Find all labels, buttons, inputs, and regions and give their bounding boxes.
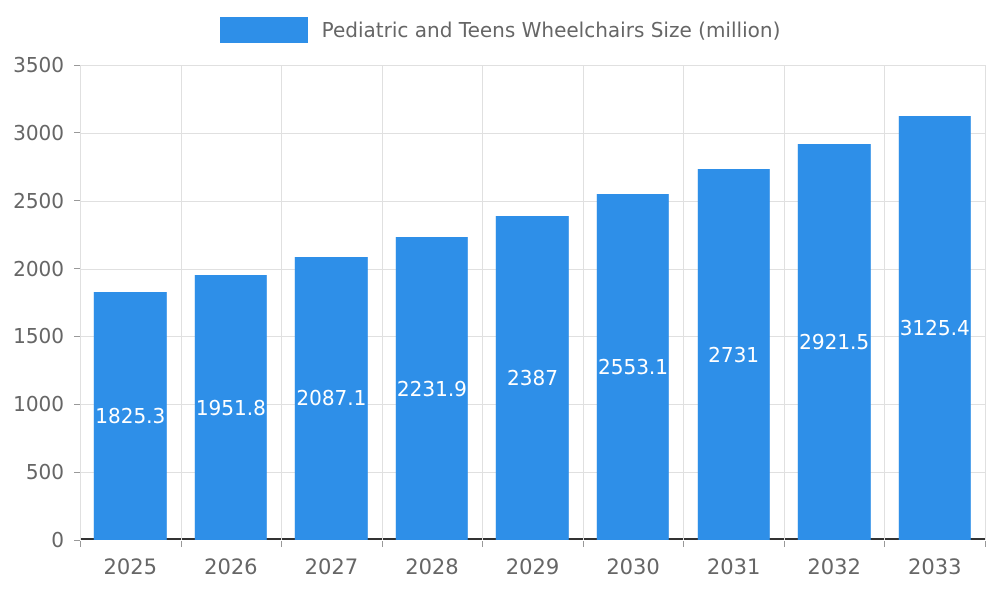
x-tick-label: 2026	[204, 555, 258, 579]
bar-cell: 2731	[683, 65, 784, 540]
y-tick-label: 1000	[13, 392, 64, 417]
x-tick-label: 2032	[807, 555, 861, 579]
v-gridline	[683, 65, 685, 540]
bar-cell: 1825.3	[80, 65, 181, 540]
y-tick-mark	[74, 403, 80, 405]
bar-cell: 2553.1	[583, 65, 684, 540]
y-tick-label: 3500	[13, 53, 64, 77]
v-gridline	[783, 65, 785, 540]
bar[interactable]: 2921.5	[797, 143, 871, 540]
bar[interactable]: 3125.4	[898, 115, 971, 540]
x-tick-label: 2028	[405, 555, 459, 579]
x-tick-mark	[582, 541, 584, 547]
legend[interactable]: Pediatric and Teens Wheelchairs Size (mi…	[0, 14, 1000, 46]
bar[interactable]: 1825.3	[94, 292, 167, 540]
h-gridline	[80, 65, 985, 66]
y-tick-mark	[74, 64, 80, 66]
plot-area: 1825.3 1951.8 2087.1 2231.9 2387 2553.1 2731 29…	[80, 65, 986, 540]
bar-value-label: 2087.1	[296, 386, 367, 411]
v-gridline	[180, 65, 182, 540]
bar[interactable]: 2731	[697, 169, 770, 540]
bar[interactable]: 2387	[496, 216, 569, 540]
x-tick-mark	[281, 541, 283, 547]
h-gridline	[80, 132, 985, 134]
v-gridline	[884, 65, 886, 540]
x-tick-mark	[80, 541, 81, 547]
bar-value-label: 3125.4	[899, 315, 970, 340]
bar-value-label: 2731	[708, 342, 760, 367]
x-axis: 2025 2026 2027 2028 2029 2030 2031 2032 2033	[80, 541, 986, 591]
x-tick-mark	[683, 541, 685, 547]
bar[interactable]: 1951.8	[194, 275, 268, 540]
y-tick-mark	[74, 200, 80, 202]
x-tick-label: 2030	[606, 555, 660, 579]
bar-cell: 2387	[482, 65, 583, 540]
y-tick-label: 500	[25, 460, 64, 485]
bar-value-label: 2921.5	[799, 329, 870, 354]
bar-cell: 2921.5	[784, 65, 885, 540]
x-tick-label: 2029	[505, 555, 560, 579]
bar-cell: 3125.4	[884, 65, 985, 540]
legend-swatch	[219, 17, 308, 43]
y-tick-label: 3000	[13, 120, 64, 145]
x-tick-mark	[381, 541, 383, 547]
bar-cell: 1951.8	[181, 65, 282, 540]
y-tick-mark	[74, 335, 80, 337]
h-gridline	[80, 200, 985, 202]
bar-value-label: 1951.8	[195, 395, 266, 420]
bar-value-label: 2553.1	[598, 354, 669, 379]
bar-value-label: 2387	[507, 366, 558, 391]
x-tick-label: 2025	[103, 555, 157, 579]
bar-value-label: 2231.9	[396, 376, 467, 401]
x-tick-label: 2031	[706, 555, 761, 579]
v-gridline	[985, 65, 986, 540]
y-tick-label: 0	[51, 528, 64, 552]
x-tick-mark	[783, 541, 785, 547]
legend-label: Pediatric and Teens Wheelchairs Size (mi…	[321, 18, 781, 42]
v-gridline	[281, 65, 283, 540]
x-tick-label: 2033	[907, 555, 962, 579]
v-gridline	[582, 65, 584, 540]
y-tick-mark	[74, 471, 80, 473]
y-tick-label: 1500	[13, 324, 64, 349]
x-tick-mark	[482, 541, 484, 547]
y-tick-mark	[74, 539, 80, 541]
bar-cell: 2231.9	[382, 65, 483, 540]
bar[interactable]: 2087.1	[295, 256, 368, 540]
bar-value-label: 1825.3	[95, 404, 166, 429]
x-tick-mark	[180, 541, 182, 547]
v-gridline	[381, 65, 383, 540]
x-tick-mark	[985, 541, 986, 547]
bar-cell: 2087.1	[281, 65, 382, 540]
bar[interactable]: 2231.9	[395, 237, 469, 540]
x-tick-label: 2027	[304, 555, 359, 579]
x-tick-mark	[884, 541, 886, 547]
y-axis: 0 500 1000 1500 2000 2500 3000 3500	[0, 53, 80, 552]
y-tick-mark	[74, 132, 80, 134]
y-tick-mark	[74, 268, 80, 270]
v-gridline	[80, 65, 81, 540]
v-gridline	[482, 65, 484, 540]
bar[interactable]: 2553.1	[596, 193, 670, 540]
y-tick-label: 2500	[13, 188, 64, 213]
y-tick-label: 2000	[13, 256, 64, 281]
